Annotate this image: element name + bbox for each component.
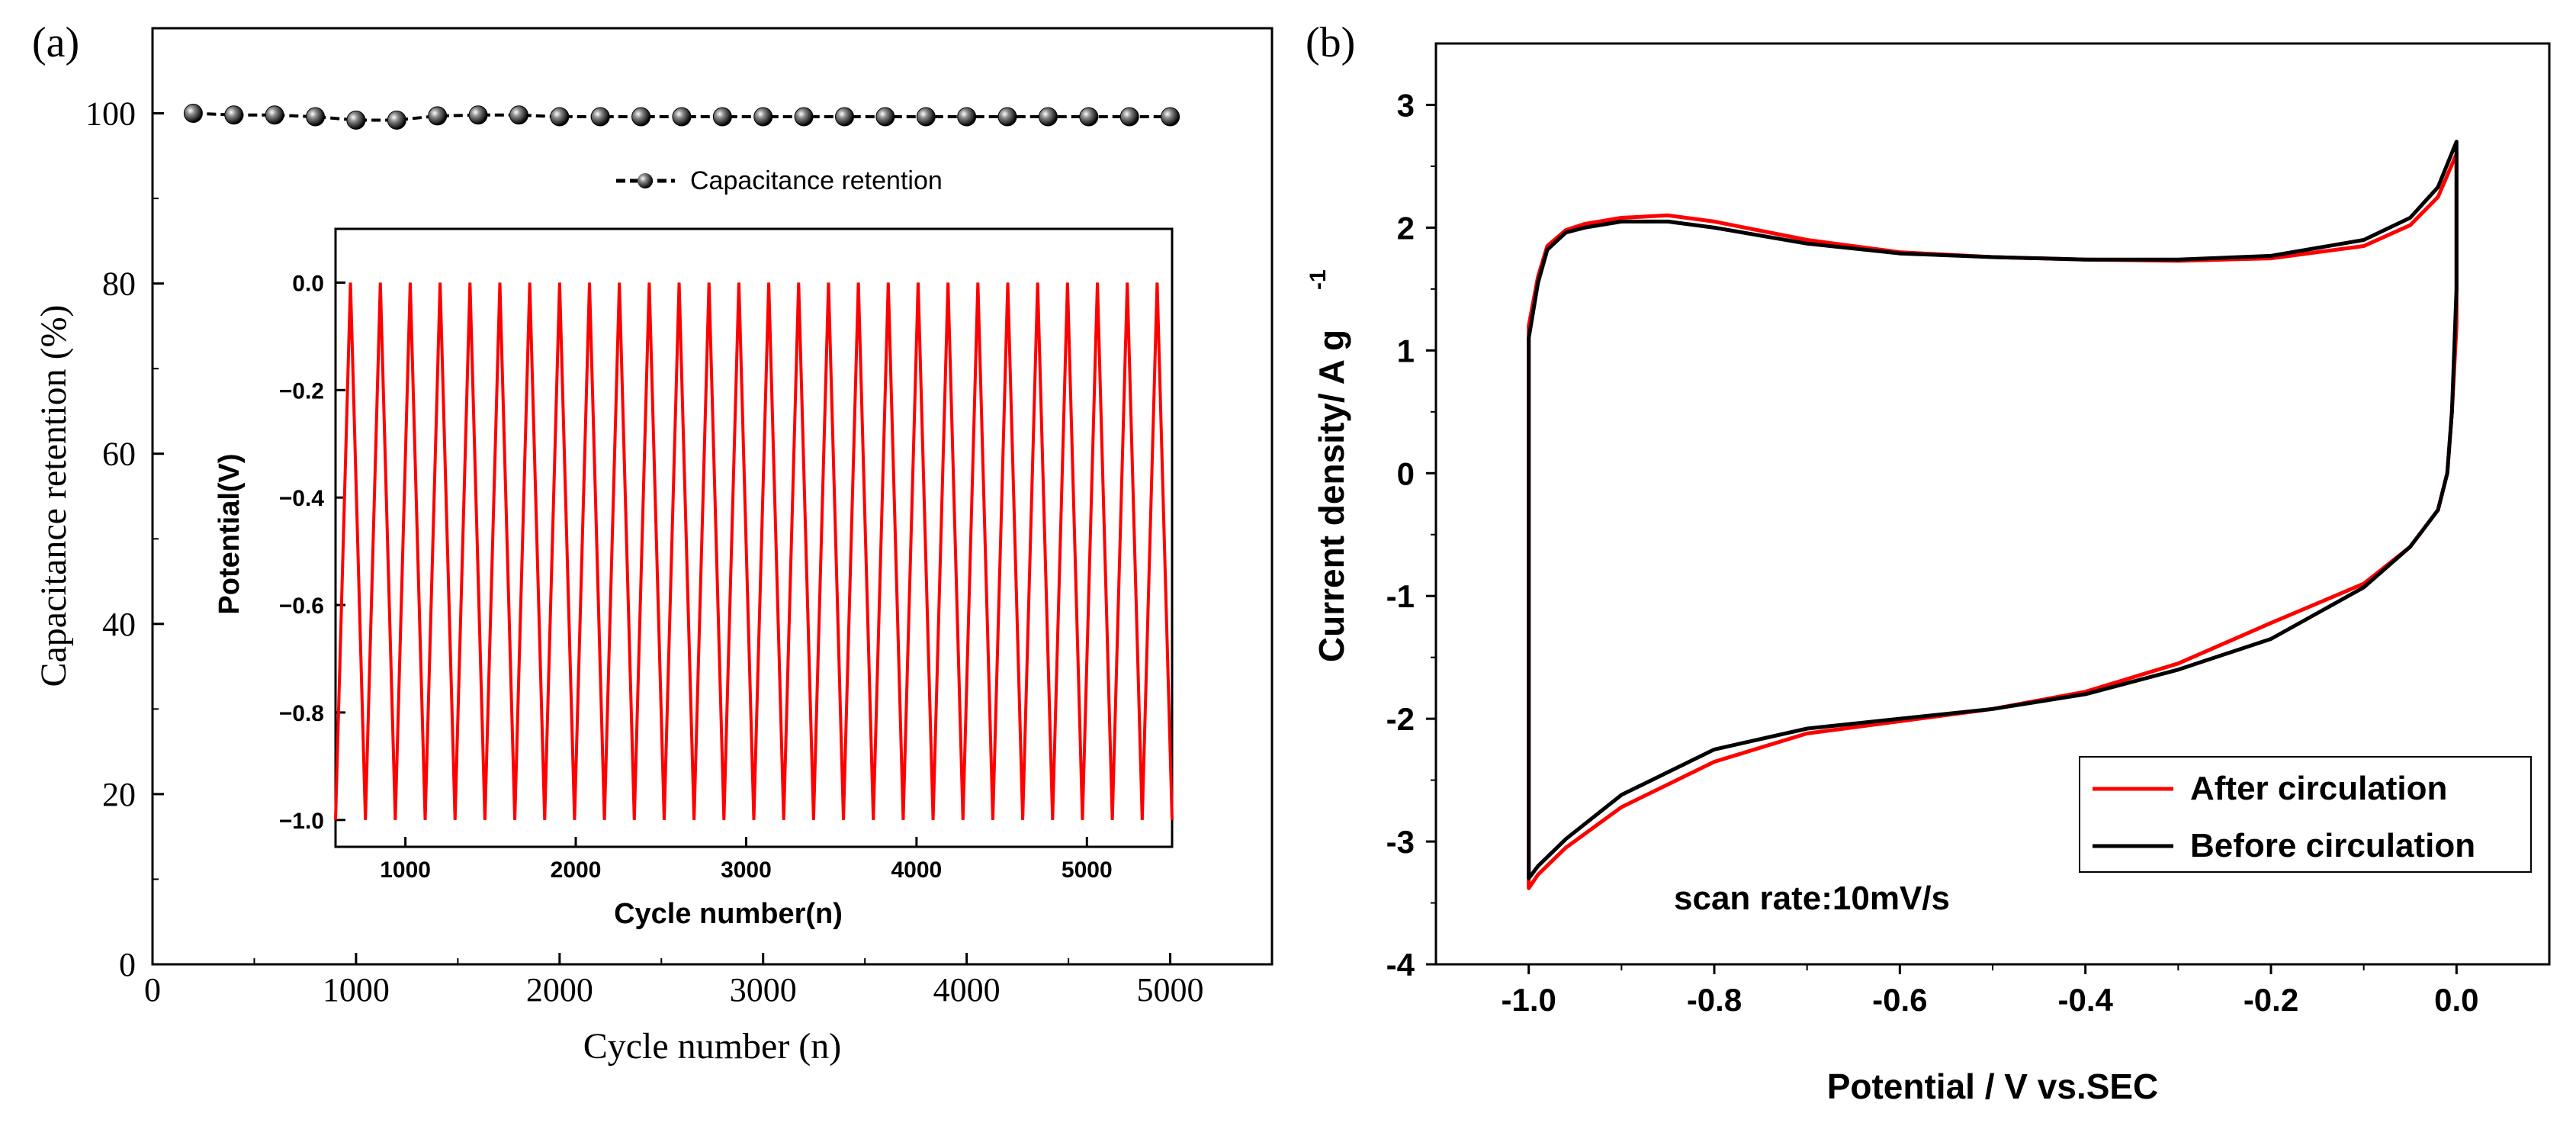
panel-b-y-axis-title: Current density/ A g bbox=[1312, 330, 1351, 662]
panel-a-y-tick-label: 0 bbox=[119, 946, 136, 983]
inset-potential-series bbox=[334, 282, 1174, 820]
panel-b-x-axis-title: Potential / V vs.SEC bbox=[1827, 1067, 2159, 1106]
panel-b-x-tick-label: -1.0 bbox=[1501, 982, 1556, 1018]
cv-curve-before-circulation bbox=[1527, 140, 2459, 880]
panel-b-y-axis-title-superscript: -1 bbox=[1306, 269, 1331, 290]
panel-a-x-axis-title: Cycle number (n) bbox=[583, 1026, 842, 1067]
retention-point bbox=[753, 107, 773, 127]
panel-a-x-tick-label: 2000 bbox=[526, 971, 593, 1009]
retention-point bbox=[712, 107, 732, 127]
legend-label-after-circulation: After circulation bbox=[2190, 770, 2447, 807]
panel-a-legend: Capacitance retention bbox=[616, 166, 943, 195]
panel-b-cv-chart: (b) -1.0 -0.8 -0.6 -0.4 -0.2 0.0 3 2 1 0 -1 -2 -3 -4… bbox=[1306, 19, 2551, 1106]
retention-point bbox=[346, 110, 366, 130]
retention-point bbox=[997, 107, 1017, 127]
retention-point bbox=[631, 107, 651, 127]
panel-a-x-axis: 0 1000 2000 3000 4000 5000 bbox=[144, 953, 1204, 1009]
panel-b-y-tick-label: -2 bbox=[1386, 701, 1415, 737]
retention-point bbox=[265, 105, 284, 125]
panel-b-y-tick-label: 0 bbox=[1397, 455, 1415, 491]
panel-a-plot-frame bbox=[151, 27, 1274, 966]
panel-b-x-axis: -1.0 -0.8 -0.6 -0.4 -0.2 0.0 bbox=[1501, 964, 2479, 1018]
retention-point bbox=[1079, 107, 1099, 127]
panel-a-y-tick-label: 80 bbox=[102, 265, 136, 303]
panel-b-y-tick-label: 3 bbox=[1397, 87, 1415, 123]
panel-a-x-tick-label: 5000 bbox=[1137, 971, 1204, 1009]
retention-point bbox=[550, 107, 570, 127]
panel-b-x-tick-label: -0.4 bbox=[2057, 982, 2113, 1018]
panel-b-x-tick-label: 0.0 bbox=[2434, 982, 2478, 1018]
panel-a-x-tick-label: 0 bbox=[144, 971, 161, 1009]
inset-y-tick-label: −1.0 bbox=[279, 809, 324, 834]
panel-b-legend-box bbox=[2079, 756, 2532, 873]
panel-a-label: (a) bbox=[32, 19, 79, 66]
panel-a-retention-chart: (a) 0 1000 2000 3000 4000 5000 0 20 40 60 80 100 C… bbox=[32, 19, 1274, 1067]
inset-y-tick-label: −0.2 bbox=[279, 378, 324, 404]
inset-y-tick-label: −0.8 bbox=[279, 701, 324, 726]
panel-a-y-tick-label: 100 bbox=[85, 95, 136, 133]
panel-b-cv-series bbox=[1527, 140, 2459, 890]
retention-point bbox=[1038, 107, 1058, 127]
panel-b-y-tick-label: 2 bbox=[1397, 210, 1415, 246]
retention-point bbox=[957, 107, 977, 127]
retention-point bbox=[916, 107, 936, 127]
retention-point bbox=[1119, 107, 1139, 127]
retention-point bbox=[590, 107, 610, 127]
panel-b-y-tick-label: -4 bbox=[1386, 947, 1415, 983]
panel-a-inset-chart: 1000 2000 3000 4000 5000 0.0 −0.2 −0.4 −0.6 −0.8… bbox=[214, 227, 1174, 930]
panel-a-y-tick-label: 60 bbox=[102, 436, 136, 473]
inset-y-axis: 0.0 −0.2 −0.4 −0.6 −0.8 −1.0 bbox=[279, 271, 345, 834]
panel-b-x-tick-label: -0.8 bbox=[1687, 982, 1742, 1018]
legend-label-before-circulation: Before circulation bbox=[2190, 827, 2475, 864]
panel-b-y-tick-label: -3 bbox=[1386, 824, 1415, 860]
inset-y-axis-title: Potential(V) bbox=[214, 453, 246, 614]
retention-point bbox=[1161, 107, 1180, 127]
retention-point bbox=[387, 110, 406, 130]
inset-y-tick-label: −0.6 bbox=[279, 594, 324, 619]
panel-b-y-tick-label: -1 bbox=[1386, 578, 1415, 614]
panel-b-x-tick-label: -0.6 bbox=[1872, 982, 1927, 1018]
panel-b-label: (b) bbox=[1306, 19, 1355, 66]
panel-a-x-tick-label: 3000 bbox=[730, 971, 797, 1009]
inset-y-tick-label: 0.0 bbox=[292, 271, 324, 296]
panel-b-y-tick-label: 1 bbox=[1397, 333, 1415, 368]
panel-a-y-tick-label: 20 bbox=[102, 776, 136, 813]
retention-point bbox=[672, 107, 692, 127]
inset-x-axis: 1000 2000 3000 4000 5000 bbox=[380, 837, 1113, 883]
retention-point bbox=[834, 107, 854, 127]
legend-label-capacitance-retention: Capacitance retention bbox=[690, 166, 943, 195]
panel-a-y-axis: 0 20 40 60 80 100 bbox=[85, 27, 164, 983]
legend-marker-capacitance-retention bbox=[638, 173, 653, 188]
retention-point bbox=[183, 104, 203, 124]
retention-point bbox=[224, 105, 244, 125]
inset-x-tick-label: 2000 bbox=[551, 858, 602, 883]
inset-x-tick-label: 4000 bbox=[891, 858, 942, 883]
inset-x-tick-label: 3000 bbox=[721, 858, 772, 883]
retention-point bbox=[428, 106, 448, 126]
inset-x-axis-title: Cycle number(n) bbox=[614, 898, 843, 930]
inset-x-tick-label: 1000 bbox=[380, 858, 431, 883]
panel-a-x-tick-label: 1000 bbox=[323, 971, 390, 1009]
panel-b-y-axis: 3 2 1 0 -1 -2 -3 -4 bbox=[1386, 87, 1436, 983]
panel-a-y-axis-title: Capacitance retention (%) bbox=[34, 304, 74, 687]
panel-b-legend: After circulation Before circulation bbox=[2079, 756, 2532, 873]
retention-point bbox=[875, 107, 895, 127]
inset-x-tick-label: 5000 bbox=[1062, 858, 1113, 883]
panel-b-x-tick-label: -0.2 bbox=[2244, 982, 2298, 1018]
panel-a-x-tick-label: 4000 bbox=[933, 971, 1001, 1009]
retention-point bbox=[306, 107, 326, 127]
inset-plot-frame bbox=[334, 227, 1174, 848]
panel-b-scan-rate-annotation: scan rate:10mV/s bbox=[1674, 880, 1950, 917]
retention-point bbox=[468, 105, 488, 125]
panel-b-y-axis-title-group: Current density/ A g -1 bbox=[1306, 269, 1351, 662]
panel-a-retention-series bbox=[183, 104, 1180, 130]
panel-a-y-tick-label: 40 bbox=[102, 606, 136, 643]
retention-point bbox=[794, 107, 814, 127]
retention-point bbox=[509, 105, 528, 125]
inset-y-tick-label: −0.4 bbox=[279, 486, 325, 511]
